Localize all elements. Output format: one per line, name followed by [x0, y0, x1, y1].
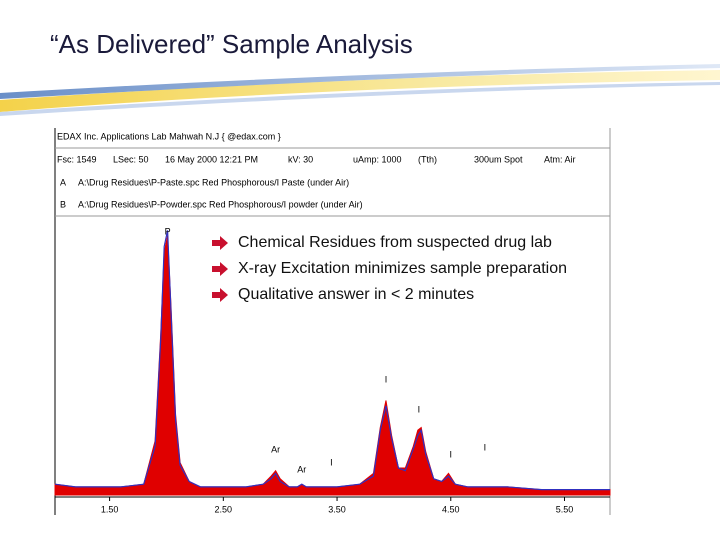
x-tick-label: 3.50: [328, 504, 346, 514]
peak-label: P: [165, 226, 171, 236]
bullet-list: Chemical Residues from suspected drug la…: [212, 234, 567, 303]
slide-title: “As Delivered” Sample Analysis: [50, 29, 413, 59]
spectrum-panel: EDAX Inc. Applications Lab Mahwah N.J { …: [54, 128, 611, 515]
swoosh: [0, 64, 720, 99]
header-field: 16 May 2000 12:21 PM: [165, 154, 258, 164]
x-tick-label: 2.50: [215, 504, 233, 514]
bullet: Chemical Residues from suspected drug la…: [238, 234, 552, 251]
header-field: Atm: Air: [544, 154, 576, 164]
x-tick-label: 4.50: [442, 504, 460, 514]
header-field: kV: 30: [288, 154, 313, 164]
bullet-arrow: [212, 262, 228, 276]
peak-label: Ar: [271, 444, 280, 454]
bullet: Qualitative answer in < 2 minutes: [238, 286, 474, 303]
peak-label: Ar: [297, 464, 306, 474]
legend-label: A:\Drug Residues\P-Powder.spc Red Phosph…: [78, 199, 363, 209]
x-tick-label: 5.50: [556, 504, 574, 514]
bullet-arrow: [212, 288, 228, 302]
header: EDAX Inc. Applications Lab Mahwah N.J { …: [57, 131, 281, 141]
peak-label: I: [484, 442, 487, 452]
peak-label: I: [418, 404, 421, 414]
legend-label: A:\Drug Residues\P-Paste.spc Red Phospho…: [78, 177, 349, 187]
bullet: X-ray Excitation minimizes sample prepar…: [238, 260, 567, 277]
header-field: LSec: 50: [113, 154, 149, 164]
x-tick-label: 1.50: [101, 504, 119, 514]
header-field: uAmp: 1000: [353, 154, 402, 164]
header-field: Fsc: 1549: [57, 154, 97, 164]
peak-label: I: [385, 374, 388, 384]
spectrum-line: [54, 230, 610, 491]
header-field: (Tth): [418, 154, 437, 164]
swoosh: [0, 70, 720, 112]
peak-label: I: [450, 449, 453, 459]
swoosh: [0, 82, 720, 116]
header-field: 300um Spot: [474, 154, 523, 164]
bullet-arrow: [212, 236, 228, 250]
peak-label: I: [330, 457, 333, 467]
legend-key: A: [60, 177, 66, 187]
legend-key: B: [60, 199, 66, 209]
